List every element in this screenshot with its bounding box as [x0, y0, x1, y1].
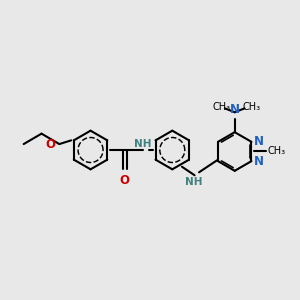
Text: N: N	[254, 135, 264, 148]
Text: CH₃: CH₃	[243, 102, 261, 112]
Text: CH₃: CH₃	[268, 146, 286, 157]
Text: NH: NH	[185, 177, 203, 187]
Text: O: O	[46, 138, 56, 151]
Text: CH₃: CH₃	[212, 102, 230, 112]
Text: O: O	[120, 174, 130, 187]
Text: NH: NH	[134, 139, 152, 148]
Text: N: N	[254, 154, 264, 168]
Text: N: N	[230, 103, 240, 116]
